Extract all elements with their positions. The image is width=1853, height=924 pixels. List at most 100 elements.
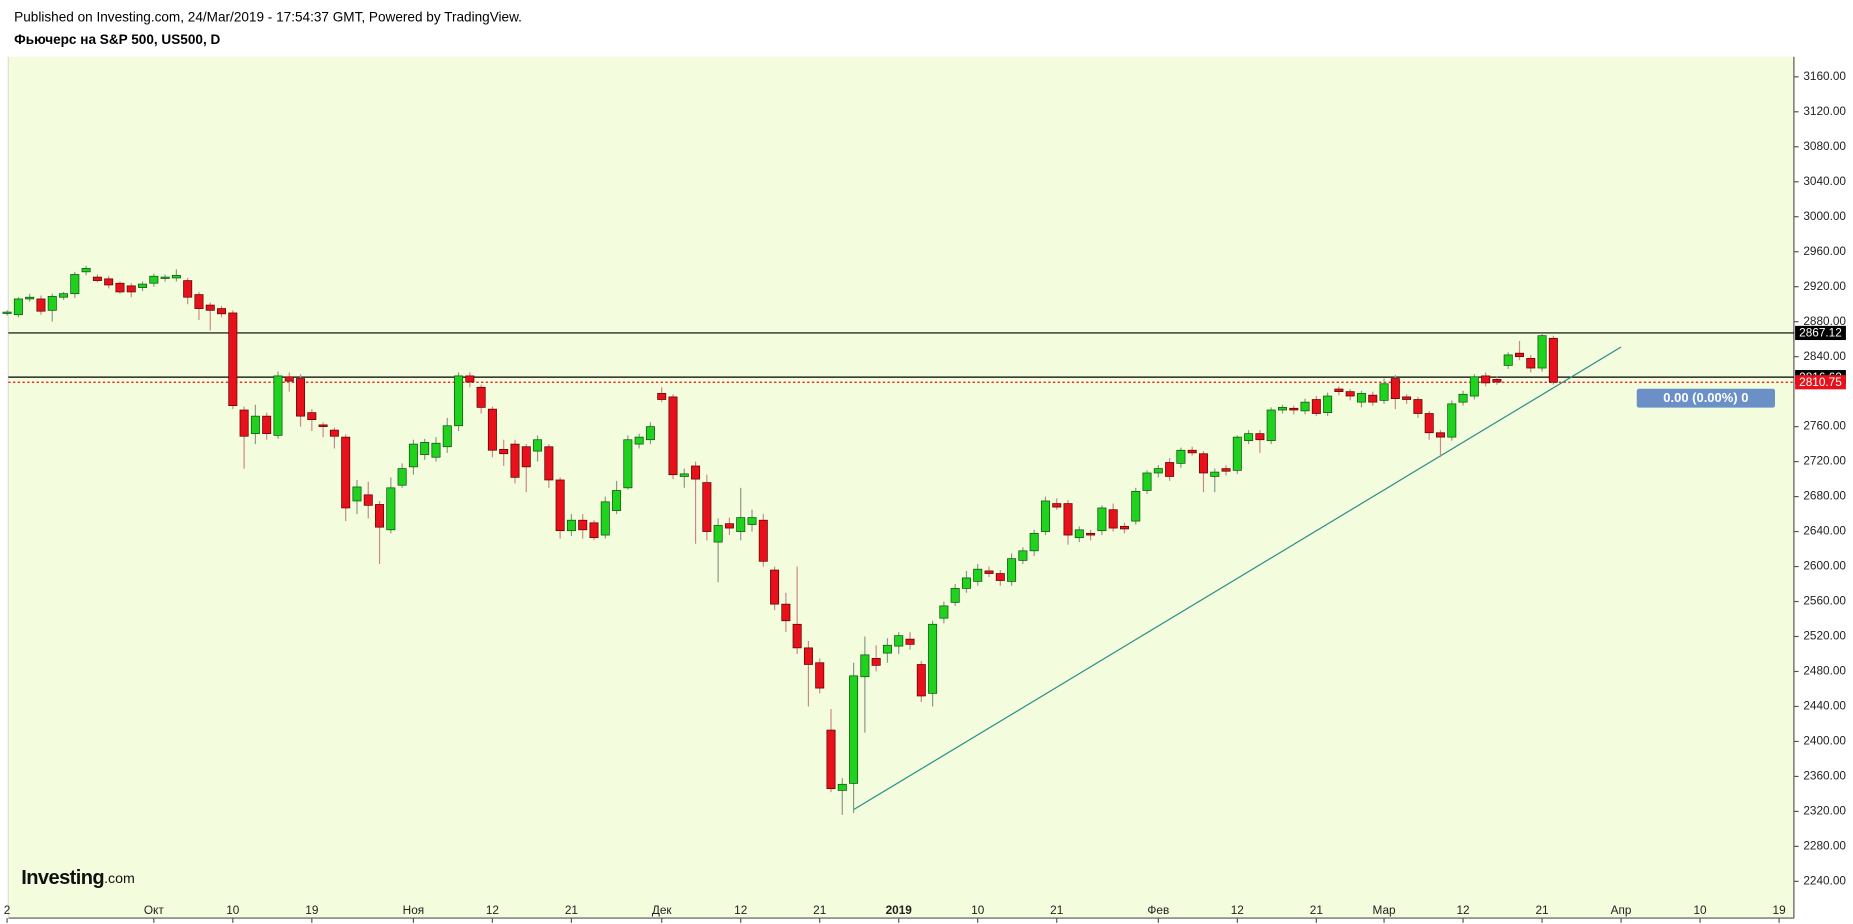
badge-text: 0.00 (0.00%) 0 [1663, 390, 1748, 405]
price-label-background [1795, 375, 1846, 390]
candle-body [691, 465, 701, 480]
candle-body [1210, 471, 1220, 477]
y-tick-label: 2920.00 [1803, 279, 1846, 293]
candle-body [171, 274, 181, 279]
candle-body [702, 482, 712, 532]
candle-body [1289, 407, 1299, 411]
candle-body [939, 605, 949, 619]
candle-body [905, 638, 915, 645]
candle-body [36, 298, 46, 312]
candle-body [826, 729, 836, 790]
candle-body [1481, 375, 1491, 384]
candle-body [634, 436, 644, 445]
y-tick-label: 2600.00 [1803, 559, 1846, 573]
candle-body [747, 517, 757, 525]
y-tick-label: 2400.00 [1803, 734, 1846, 748]
candle-body [194, 294, 204, 309]
candle-body [1007, 558, 1017, 582]
candle-body [1334, 388, 1344, 393]
candle-body [713, 525, 723, 543]
candle-body [375, 504, 385, 528]
candle-body [239, 409, 249, 437]
candle-body [1492, 379, 1502, 383]
y-tick-label: 2760.00 [1803, 419, 1846, 433]
candle-body [1469, 376, 1479, 397]
candle-body [1108, 509, 1118, 529]
y-tick-label: 2840.00 [1803, 349, 1846, 363]
candle-body [1052, 503, 1062, 508]
y-tick-label: 2480.00 [1803, 664, 1846, 678]
candle-body [894, 635, 904, 647]
candle-body [1390, 378, 1400, 399]
candle-body [126, 285, 136, 293]
candle-body [465, 375, 475, 383]
candle-body [510, 443, 520, 478]
trendline [853, 346, 1622, 811]
candle-body [1266, 409, 1276, 441]
candle-body [521, 446, 531, 468]
candle-body [736, 517, 746, 532]
candle-body [1029, 532, 1039, 552]
candle-body [961, 577, 971, 589]
candle-body [1119, 525, 1129, 530]
candle-body [1311, 399, 1321, 414]
candle-body [645, 426, 655, 441]
candle-body [668, 396, 678, 476]
candle-body [408, 443, 418, 468]
candle-body [1187, 449, 1197, 454]
candle-body [431, 442, 441, 458]
candle-body [228, 312, 238, 406]
candle-body [1503, 354, 1513, 366]
candle-body [1198, 453, 1208, 474]
y-tick-label: 3120.00 [1803, 104, 1846, 118]
candle-body [1097, 507, 1107, 532]
candle-body [307, 412, 317, 420]
candle-body [386, 487, 396, 531]
candle-body [81, 267, 91, 273]
candle-body [296, 378, 306, 417]
candle-body [1368, 394, 1378, 403]
candle-body [284, 376, 294, 382]
candle-body [1379, 383, 1389, 401]
y-tick-label: 2680.00 [1803, 489, 1846, 503]
y-tick-label: 3040.00 [1803, 174, 1846, 188]
x-tick-label: Фев [1147, 903, 1169, 917]
y-tick-label: 3080.00 [1803, 139, 1846, 153]
candle-body [47, 295, 57, 311]
candle-body [1074, 529, 1084, 539]
candle-body [566, 519, 576, 532]
candle-body [476, 386, 486, 408]
candle-body [454, 375, 464, 427]
x-tick-label: 2 [4, 903, 11, 917]
candle-body [758, 519, 768, 562]
x-tick-label: Ноя [403, 903, 424, 917]
candle-body [1323, 395, 1333, 413]
candle-body [341, 436, 351, 509]
candle-body [1526, 358, 1536, 369]
price-label-background [1795, 325, 1846, 341]
y-tick-label: 3000.00 [1803, 209, 1846, 223]
candle-body [1514, 352, 1524, 358]
candle-body [1277, 407, 1287, 411]
candle-body [442, 425, 452, 448]
candle-body [25, 296, 35, 300]
candle-body [578, 519, 588, 531]
candle-body [849, 675, 859, 784]
x-tick-label: 19 [305, 903, 318, 917]
candle-body [544, 446, 554, 481]
candle-body [217, 308, 227, 315]
candle-body [1255, 433, 1265, 441]
candle-body [115, 282, 125, 293]
candle-body [149, 275, 159, 284]
x-tick-label: 12 [734, 903, 747, 917]
candle-body [1345, 391, 1355, 397]
candle-body [916, 664, 926, 697]
candle-body [770, 569, 780, 605]
candle-body [1221, 468, 1231, 472]
candle-body [2, 311, 12, 314]
y-tick-label: 2520.00 [1803, 629, 1846, 643]
candle-body [600, 501, 610, 536]
price-label: 2810.75 [1799, 375, 1842, 389]
y-tick-label: 2280.00 [1803, 839, 1846, 853]
